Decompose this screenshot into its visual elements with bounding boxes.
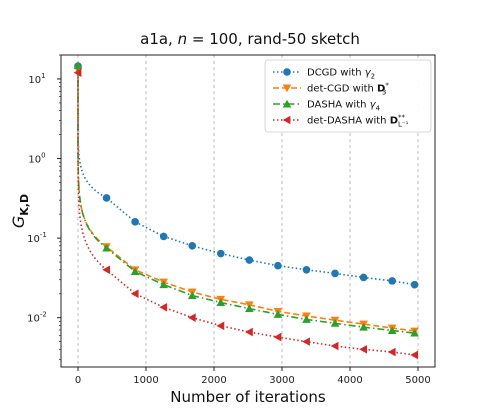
legend-marker bbox=[282, 99, 292, 108]
series-line bbox=[77, 66, 415, 286]
data-point bbox=[302, 265, 311, 274]
data-point bbox=[410, 328, 419, 337]
data-point bbox=[187, 313, 196, 322]
title-prefix: a1a, bbox=[140, 30, 177, 48]
legend-marker bbox=[282, 115, 291, 125]
y-label-main: G bbox=[9, 216, 28, 228]
y-label-sub: K,D bbox=[18, 194, 31, 216]
data-point bbox=[102, 265, 110, 275]
data-point bbox=[187, 291, 197, 299]
y-tick-label: 100 bbox=[28, 152, 45, 166]
legend-marker bbox=[282, 84, 292, 93]
series-4 bbox=[73, 68, 419, 360]
x-tick-label: 2000 bbox=[201, 375, 226, 386]
data-point bbox=[188, 242, 197, 250]
data-point bbox=[159, 232, 168, 241]
data-point bbox=[387, 347, 396, 357]
x-tick-label: 0 bbox=[75, 375, 81, 386]
data-point bbox=[130, 267, 140, 275]
data-point bbox=[274, 261, 282, 270]
data-point bbox=[302, 337, 310, 346]
legend-entry: DASHA with γ4 bbox=[273, 100, 381, 113]
data-point bbox=[245, 327, 253, 337]
data-point bbox=[359, 345, 368, 354]
legend-label: DASHA with γ4 bbox=[307, 100, 381, 113]
x-axis-label: Number of iterations bbox=[170, 388, 326, 406]
data-point bbox=[159, 280, 168, 289]
data-point bbox=[359, 322, 368, 331]
data-point bbox=[410, 350, 419, 360]
data-point bbox=[273, 310, 283, 318]
data-point bbox=[159, 303, 168, 312]
data-point bbox=[130, 289, 139, 299]
data-point bbox=[102, 243, 111, 252]
y-tick-label: 10-1 bbox=[27, 231, 47, 245]
series-1 bbox=[74, 62, 419, 289]
x-tick-label: 4000 bbox=[337, 375, 362, 386]
data-point bbox=[245, 256, 254, 264]
y-tick-label: 10-2 bbox=[27, 311, 47, 325]
title-variable: n bbox=[178, 30, 188, 48]
plot-frame bbox=[60, 54, 436, 368]
data-point bbox=[216, 321, 225, 331]
x-tick-label: 5000 bbox=[405, 375, 430, 386]
series-group bbox=[73, 61, 419, 360]
data-point bbox=[73, 61, 83, 69]
data-point bbox=[330, 341, 339, 351]
data-point bbox=[216, 298, 226, 306]
y-tick-label: 101 bbox=[28, 72, 45, 86]
legend-entry: det-DASHA with D** L⁻¹ bbox=[273, 114, 409, 129]
x-tick-label: 1000 bbox=[133, 375, 158, 386]
y-axis-label: GK,D bbox=[9, 194, 31, 228]
data-point bbox=[410, 280, 419, 289]
legend-marker bbox=[283, 68, 291, 76]
legend-box bbox=[264, 59, 432, 133]
data-point bbox=[331, 269, 339, 278]
data-point bbox=[102, 194, 111, 202]
data-point bbox=[73, 68, 82, 77]
data-point bbox=[388, 277, 396, 285]
x-tick-label: 3000 bbox=[269, 375, 294, 386]
data-point bbox=[359, 273, 368, 282]
data-point bbox=[217, 249, 225, 258]
legend-label: det-CGD with D* 3 bbox=[307, 82, 389, 97]
series-3 bbox=[73, 61, 419, 337]
data-point bbox=[330, 318, 340, 327]
data-point bbox=[131, 218, 139, 226]
data-point bbox=[387, 326, 397, 334]
legend-entry: DCGD with γ2 bbox=[273, 68, 375, 81]
chart-title: a1a, n = 100, rand-50 sketch bbox=[140, 30, 360, 48]
data-point bbox=[302, 315, 311, 323]
legend-entry: det-CGD with D* 3 bbox=[273, 82, 389, 97]
data-point bbox=[245, 304, 254, 313]
legend-label: det-DASHA with D** L⁻¹ bbox=[307, 114, 409, 129]
legend-label: DCGD with γ2 bbox=[307, 68, 375, 81]
title-suffix: = 100, rand-50 sketch bbox=[187, 30, 360, 48]
axes: 0 1000 2000 3000 4000 5000 10-2 10-1 100 101 bbox=[27, 54, 431, 386]
data-point bbox=[273, 332, 282, 342]
